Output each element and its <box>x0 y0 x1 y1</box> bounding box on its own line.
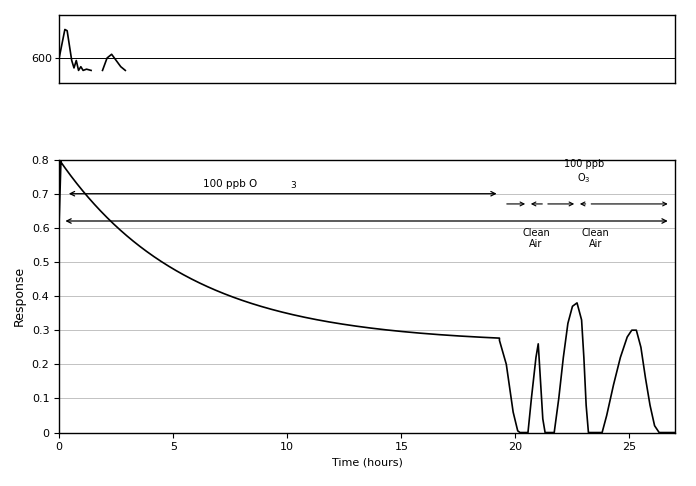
Text: Clean
Air: Clean Air <box>581 228 609 249</box>
Text: Clean
Air: Clean Air <box>522 228 550 249</box>
Text: 100 ppb O: 100 ppb O <box>203 178 258 189</box>
Text: 100 ppb
O$_3$: 100 ppb O$_3$ <box>564 159 604 185</box>
Y-axis label: Response: Response <box>13 266 26 326</box>
X-axis label: Time (hours): Time (hours) <box>332 458 402 468</box>
Text: 3: 3 <box>291 181 296 190</box>
